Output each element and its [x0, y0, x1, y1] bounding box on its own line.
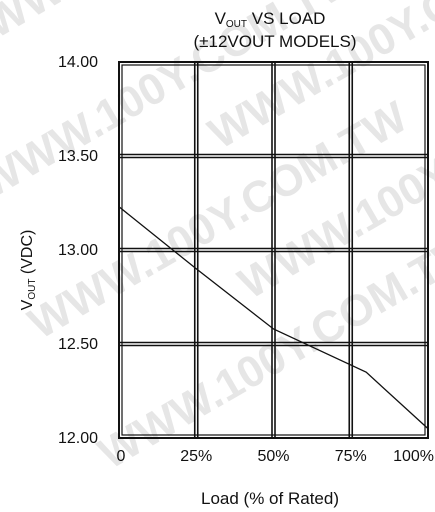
chart-title-line1: VOUT VS LOAD — [215, 9, 326, 30]
y-tick-label: 12.00 — [58, 430, 98, 447]
x-tick-label: 25% — [180, 448, 212, 465]
chart-title-line2: (±12VOUT MODELS) — [194, 32, 357, 51]
plot-border-inner — [121, 64, 426, 436]
x-axis-label: Load (% of Rated) — [201, 489, 339, 508]
series-line — [118, 206, 429, 430]
x-tick-label: 50% — [257, 448, 289, 465]
y-tick-label: 13.50 — [58, 148, 98, 165]
y-tick-label: 13.00 — [58, 242, 98, 259]
x-tick-label: 100% — [393, 448, 434, 465]
x-tick-label: 75% — [335, 448, 367, 465]
plot-border-outer — [118, 61, 429, 439]
series-layer — [118, 206, 429, 430]
plot-frame — [118, 61, 429, 439]
x-axis-ticks: 0 25% 50% 75% 100% — [117, 448, 434, 465]
x-tick-label: 0 — [117, 448, 126, 465]
y-axis-ticks: 14.00 13.50 13.00 12.50 12.00 — [58, 54, 98, 447]
watermark-layer: WWW.100Y.COM.TWWWW.100Y.COM.TWWWW.100Y.C… — [0, 0, 435, 479]
y-axis-label: VOUT (VDC) — [19, 230, 38, 311]
y-tick-label: 12.50 — [58, 336, 98, 353]
y-tick-label: 14.00 — [58, 54, 98, 71]
